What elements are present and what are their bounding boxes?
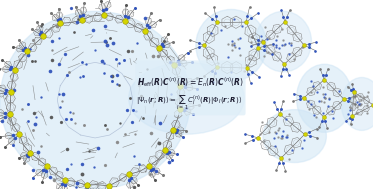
Ellipse shape: [129, 62, 244, 134]
Ellipse shape: [196, 9, 267, 81]
FancyBboxPatch shape: [135, 60, 245, 115]
Text: $\boldsymbol{H}_{\mathrm{eff}}(\boldsymbol{R})\boldsymbol{C}^{(n)}(\boldsymbol{R: $\boldsymbol{H}_{\mathrm{eff}}(\boldsymb…: [137, 75, 244, 89]
Ellipse shape: [0, 11, 190, 189]
Ellipse shape: [341, 77, 373, 130]
Ellipse shape: [263, 110, 326, 163]
Ellipse shape: [297, 64, 352, 132]
Text: $|\Psi_n(\boldsymbol{r};\boldsymbol{R})\rangle = \sum_{I=1} C_I^{(n)}(\boldsymbo: $|\Psi_n(\boldsymbol{r};\boldsymbol{R})\…: [136, 94, 242, 112]
Ellipse shape: [256, 11, 311, 72]
